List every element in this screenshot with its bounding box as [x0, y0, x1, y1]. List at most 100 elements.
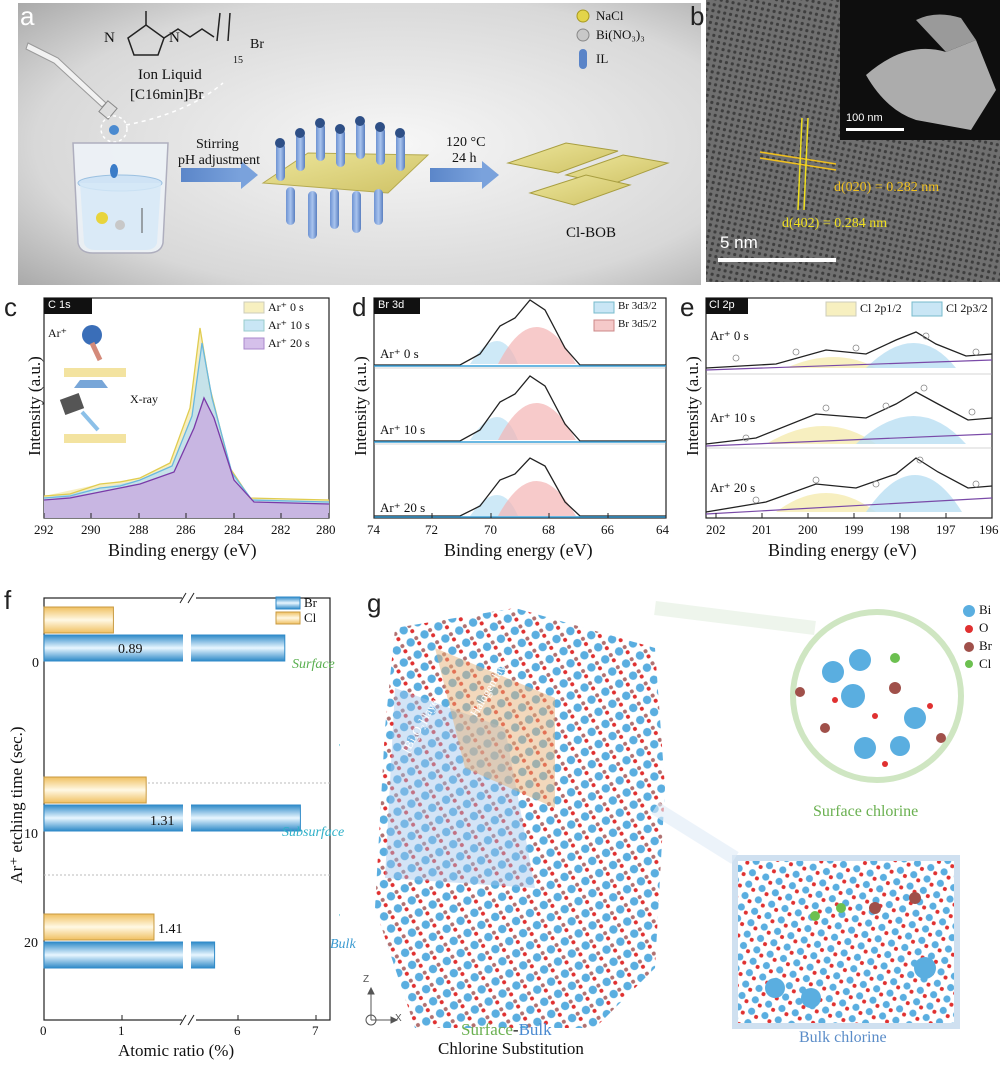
- xps-br3d-plot: [373, 297, 667, 519]
- d-xtick-0: 74: [367, 522, 380, 537]
- d-xtick-2: 70: [484, 522, 497, 537]
- br3d-row-0: [374, 299, 666, 367]
- e-xtick-5: 197: [936, 522, 956, 537]
- d-xtick-1: 72: [425, 522, 438, 537]
- d-legend-0: Br 3d3/2: [618, 300, 657, 312]
- crystal-model: [365, 601, 975, 1029]
- step1-line2: pH adjustment: [178, 153, 261, 168]
- panel-letter-c: c: [4, 292, 17, 322]
- panel-letter-b: b: [690, 1, 705, 31]
- e-xtick-1: 201: [752, 522, 772, 537]
- f-cl-label-0: 0.89: [118, 642, 143, 657]
- droplet-icon: [109, 125, 119, 135]
- g-legend-bi: Bi: [979, 602, 992, 617]
- f-legend-cl-swatch: [275, 611, 301, 625]
- d-xlabel: Binding energy (eV): [444, 540, 593, 560]
- d-row-0: Ar⁺ 0 s: [380, 346, 419, 361]
- panel-letter-f: f: [4, 585, 12, 615]
- c-inset-ar: Ar⁺: [48, 326, 67, 340]
- legend-cl-atom: [965, 660, 973, 668]
- d-row-2: Ar⁺ 20 s: [380, 500, 426, 515]
- e-row-1: Ar⁺ 10 s: [710, 410, 756, 425]
- c-xtick-2: 288: [129, 522, 149, 537]
- f-cat-1: 10: [24, 827, 38, 842]
- e-row-2: Ar⁺ 20 s: [710, 480, 756, 495]
- f-legend-cl: Cl: [304, 610, 317, 625]
- arrow-2: [430, 168, 482, 182]
- d-legend-1: Br 3d5/2: [618, 318, 657, 330]
- f-cat-2: 20: [24, 936, 38, 951]
- c-legend-2: Ar⁺ 20 s: [268, 336, 310, 350]
- f-xlabel: Atomic ratio (%): [118, 1041, 235, 1060]
- d-xtick-3: 68: [542, 522, 555, 537]
- il-br-label: Br: [250, 37, 264, 52]
- d-tag: Br 3d: [378, 299, 405, 311]
- d-ylabel: Intensity (a.u.): [351, 356, 370, 456]
- e-xtick-0: 202: [706, 522, 726, 537]
- step1-line1: Stirring: [196, 137, 239, 152]
- bulk-zoom-box: [732, 855, 960, 1029]
- c-legend-1: Ar⁺ 10 s: [268, 318, 310, 332]
- f-xtick-1: 1: [118, 1023, 125, 1038]
- panel-a: a N N 15 Br Ion Liquid [C16min]Br NaCl B…: [18, 3, 701, 285]
- f-xtick-2: 6: [234, 1023, 241, 1038]
- f-xtick-3: 7: [312, 1023, 319, 1038]
- bar-br-10: [43, 804, 301, 832]
- panel-c: c C 1s Ar⁺ X-ray Ar⁺ 0 s Ar⁺ 10 s Ar⁺ 20…: [0, 288, 340, 580]
- d-spacing-1: d(020) = 0.282 nm: [834, 180, 940, 195]
- e-xtick-2: 200: [798, 522, 818, 537]
- c-xtick-0: 292: [34, 522, 54, 537]
- panel-b: b 100 nm d(020) = 0.282 nm d(402) = 0.28…: [690, 0, 1000, 282]
- il-template-sheet: [261, 116, 430, 239]
- legend-bi-atom: [963, 605, 975, 617]
- g-caption-surface: Surface: [461, 1020, 513, 1039]
- f-stage-surface: Surface: [292, 657, 335, 672]
- legend-nacl: NaCl: [596, 8, 624, 23]
- g-caption-dash: -: [512, 1020, 519, 1039]
- il-name: Ion Liquid: [138, 67, 202, 83]
- il-nplus-label: N: [169, 30, 180, 46]
- bar-br-0: [43, 634, 286, 662]
- e-xtick-3: 199: [844, 522, 864, 537]
- f-cl-label-2: 1.41: [158, 922, 183, 937]
- legend-bi-dot: [576, 28, 590, 42]
- surface-zoom-atoms: [795, 649, 946, 767]
- bar-cl-10: [43, 776, 147, 804]
- e-xlabel: Binding energy (eV): [768, 540, 917, 560]
- c-inset-xray: X-ray: [130, 392, 158, 406]
- f-ylabel: Ar⁺ etching time (sec.): [7, 726, 26, 884]
- legend-br-atom: [964, 642, 974, 652]
- xps-cl2p-plot: [705, 297, 993, 519]
- f-stage-bulk: Bulk: [330, 937, 356, 952]
- c-xtick-4: 284: [224, 522, 244, 537]
- c-legend-0: Ar⁺ 0 s: [268, 300, 304, 314]
- panel-g: g Bi O Br Cl [Bi₂O₂] layer Halogen layer…: [355, 588, 1000, 1061]
- g-bulk-label: Bulk chlorine: [799, 1029, 887, 1046]
- e-xtick-4: 198: [890, 522, 910, 537]
- g-legend-br: Br: [979, 638, 992, 653]
- legend-bi: Bi(NO₃)₃: [596, 27, 645, 42]
- d-xtick-4: 66: [601, 522, 614, 537]
- panel-letter-d: d: [352, 292, 367, 322]
- e-ylabel: Intensity (a.u.): [683, 356, 702, 456]
- panel-letter-g: g: [367, 588, 382, 618]
- droplet-highlight: [100, 115, 128, 143]
- g-surface-label: Surface chlorine: [813, 803, 919, 820]
- halogen-layer-highlight: [435, 648, 555, 808]
- il-n-label: N: [104, 30, 115, 46]
- lattice-body: [375, 608, 665, 1028]
- dropper-icon: [25, 42, 118, 120]
- g-caption-line2: Chlorine Substitution: [438, 1039, 584, 1058]
- br3d-row-2: [374, 457, 666, 518]
- cl2p-row-1: [705, 391, 993, 447]
- f-cl-label-1: 1.31: [150, 814, 175, 829]
- g-caption-line1: Surface-Bulk: [461, 1020, 552, 1040]
- g-legend-cl: Cl: [979, 656, 992, 671]
- cl-bob-sheets: [506, 142, 670, 206]
- scale-main: 5 nm: [720, 233, 758, 252]
- bar-break-0: [183, 634, 191, 662]
- panel-f: f Br Cl 0 10 20 0.89 1.31 1.41 Surface S…: [0, 585, 356, 1061]
- g-caption-bulk: Bulk: [518, 1020, 552, 1039]
- legend-o-atom: [965, 625, 973, 633]
- cl2p-row-0: [705, 331, 993, 371]
